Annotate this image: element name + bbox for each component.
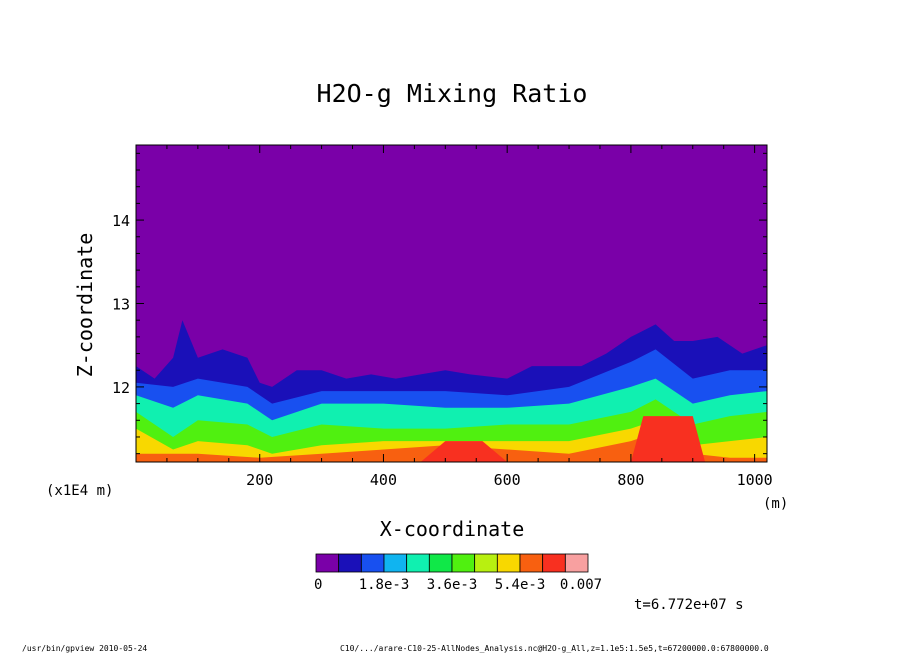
colorbar-swatch bbox=[564, 553, 589, 573]
colorbar-swatch bbox=[428, 553, 453, 573]
x-tick-label: 1000 bbox=[737, 471, 773, 489]
x-axis-label: X-coordinate bbox=[380, 517, 525, 541]
x-tick-label: 800 bbox=[617, 471, 644, 489]
colorbar-label: 0.007 bbox=[560, 577, 602, 593]
colorbar-swatch bbox=[315, 553, 340, 573]
colorbar-swatch bbox=[383, 553, 408, 573]
colorbar-label: 0 bbox=[314, 577, 322, 593]
colorbar-swatch bbox=[496, 553, 521, 573]
footer-right: C10/.../arare-C10-25-AllNodes_Analysis.n… bbox=[340, 644, 769, 653]
colorbar-swatch bbox=[542, 553, 566, 573]
colorbar-swatch bbox=[519, 553, 544, 573]
contour-level-10 bbox=[136, 416, 767, 462]
colorbar-label: 1.8e-3 bbox=[359, 577, 410, 593]
colorbar-swatch bbox=[474, 553, 498, 573]
footer-left: /usr/bin/gpview 2010-05-24 bbox=[22, 644, 147, 653]
x-tick-label: 600 bbox=[494, 471, 521, 489]
y-tick-label: 12 bbox=[112, 379, 130, 397]
x-unit-label: (m) bbox=[763, 496, 788, 512]
colorbar-label: 3.6e-3 bbox=[427, 577, 478, 593]
colorbar-swatch bbox=[406, 553, 430, 573]
x-axis: 200 400 600 800 1000 bbox=[166, 145, 773, 489]
y-scale-note: (x1E4 m) bbox=[46, 483, 113, 499]
plot-area bbox=[136, 145, 767, 462]
x-tick-label: 400 bbox=[370, 471, 397, 489]
colorbar: 0 1.8e-3 3.6e-3 5.4e-3 0.007 bbox=[314, 553, 602, 593]
y-axis: 12 13 14 bbox=[112, 152, 767, 455]
time-label: t=6.772e+07 s bbox=[634, 597, 744, 613]
colorbar-swatch bbox=[360, 553, 385, 573]
colorbar-label: 5.4e-3 bbox=[495, 577, 546, 593]
chart-title: H2O-g Mixing Ratio bbox=[317, 79, 588, 108]
colorbar-swatch bbox=[451, 553, 476, 573]
x-tick-label: 200 bbox=[246, 471, 273, 489]
y-tick-label: 13 bbox=[112, 296, 130, 314]
y-axis-label: Z-coordinate bbox=[73, 233, 97, 378]
colorbar-swatch bbox=[338, 553, 362, 573]
y-tick-label: 14 bbox=[112, 212, 130, 230]
